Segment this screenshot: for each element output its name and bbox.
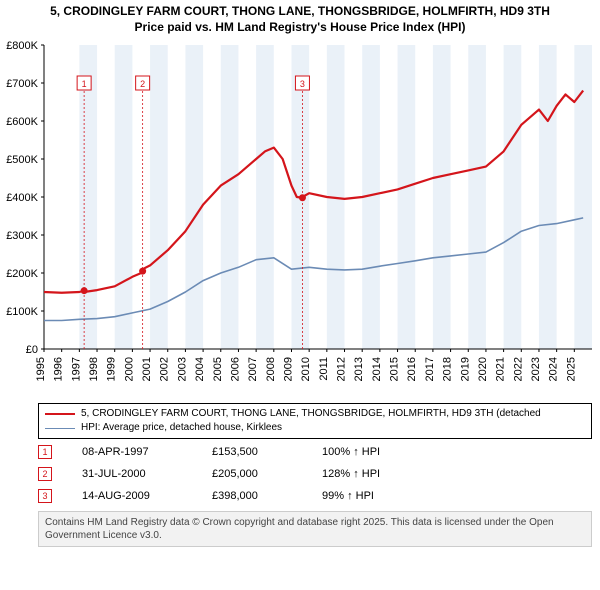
- x-tick-label: 2002: [159, 357, 171, 381]
- legend-label: 5, CRODINGLEY FARM COURT, THONG LANE, TH…: [81, 407, 541, 421]
- x-tick-label: 1997: [70, 357, 82, 381]
- x-tick-label: 2004: [194, 357, 206, 381]
- x-tick-label: 1998: [88, 357, 100, 381]
- row-pct: 100% ↑ HPI: [322, 446, 422, 458]
- sale-row: 2 31-JUL-2000£205,000128% ↑ HPI: [38, 467, 592, 481]
- x-tick-label: 2016: [406, 357, 418, 381]
- x-tick-label: 1999: [106, 357, 118, 381]
- x-tick-label: 2020: [477, 357, 489, 381]
- chart-marker-3: 3: [300, 79, 305, 89]
- row-date: 14-AUG-2009: [82, 490, 212, 502]
- row-pct: 128% ↑ HPI: [322, 468, 422, 480]
- x-tick-label: 2019: [459, 357, 471, 381]
- legend-swatch: [45, 428, 75, 429]
- y-tick-label: £700K: [6, 78, 38, 90]
- license-text: Contains HM Land Registry data © Crown c…: [38, 511, 592, 547]
- chart-area: £0 £100K £200K £300K £400K £500K £600K £700K £80…: [0, 39, 600, 399]
- y-tick-label: £600K: [6, 116, 38, 128]
- row-date: 31-JUL-2000: [82, 468, 212, 480]
- sale-row: 1 08-APR-1997£153,500100% ↑ HPI: [38, 445, 592, 459]
- row-date: 08-APR-1997: [82, 446, 212, 458]
- x-tick-label: 2023: [530, 357, 542, 381]
- y-tick-label: £500K: [6, 154, 38, 166]
- x-tick-label: 2005: [212, 357, 224, 381]
- chart-title: 5, CRODINGLEY FARM COURT, THONG LANE, TH…: [0, 0, 600, 35]
- y-tick-label: £100K: [6, 306, 38, 318]
- x-tick-label: 2009: [282, 357, 294, 381]
- x-tick-label: 2025: [565, 357, 577, 381]
- x-tick-label: 2014: [371, 357, 383, 381]
- x-tick-label: 2001: [141, 357, 153, 381]
- x-tick-label: 2024: [548, 357, 560, 381]
- row-price: £398,000: [212, 490, 322, 502]
- x-tick-label: 1995: [35, 357, 47, 381]
- row-price: £153,500: [212, 446, 322, 458]
- row-marker: 2: [38, 467, 52, 481]
- x-tick-label: 2011: [318, 357, 330, 381]
- x-tick-label: 2006: [229, 357, 241, 381]
- legend-swatch: [45, 413, 75, 415]
- row-marker: 1: [38, 445, 52, 459]
- title-line1: 5, CRODINGLEY FARM COURT, THONG LANE, TH…: [8, 4, 592, 20]
- chart-marker-2: 2: [140, 79, 145, 89]
- line-chart: £0 £100K £200K £300K £400K £500K £600K £700K £80…: [0, 39, 600, 399]
- legend-label: HPI: Average price, detached house, Kirk…: [81, 421, 282, 435]
- y-tick-label: £0: [26, 344, 38, 356]
- x-tick-label: 2008: [265, 357, 277, 381]
- sale-row: 3 14-AUG-2009£398,00099% ↑ HPI: [38, 489, 592, 503]
- x-tick-label: 1996: [53, 357, 65, 381]
- legend-item: 5, CRODINGLEY FARM COURT, THONG LANE, TH…: [45, 407, 585, 421]
- row-marker: 3: [38, 489, 52, 503]
- chart-marker-1: 1: [82, 79, 87, 89]
- x-tick-label: 2018: [442, 357, 454, 381]
- y-tick-label: £300K: [6, 230, 38, 242]
- y-tick-label: £800K: [6, 40, 38, 52]
- x-tick-label: 2022: [512, 357, 524, 381]
- x-tick-label: 2015: [389, 357, 401, 381]
- row-pct: 99% ↑ HPI: [322, 490, 422, 502]
- row-price: £205,000: [212, 468, 322, 480]
- x-tick-label: 2012: [336, 357, 348, 381]
- x-tick-label: 2000: [123, 357, 135, 381]
- x-tick-label: 2017: [424, 357, 436, 381]
- y-tick-label: £200K: [6, 268, 38, 280]
- x-tick-label: 2003: [176, 357, 188, 381]
- x-tick-label: 2021: [495, 357, 507, 381]
- title-line2: Price paid vs. HM Land Registry's House …: [8, 20, 592, 36]
- x-tick-label: 2010: [300, 357, 312, 381]
- y-tick-label: £400K: [6, 192, 38, 204]
- legend: 5, CRODINGLEY FARM COURT, THONG LANE, TH…: [38, 403, 592, 439]
- legend-item: HPI: Average price, detached house, Kirk…: [45, 421, 585, 435]
- sales-table: 1 08-APR-1997£153,500100% ↑ HPI 2 31-JUL-20…: [38, 445, 592, 503]
- x-tick-label: 2007: [247, 357, 259, 381]
- x-tick-label: 2013: [353, 357, 365, 381]
